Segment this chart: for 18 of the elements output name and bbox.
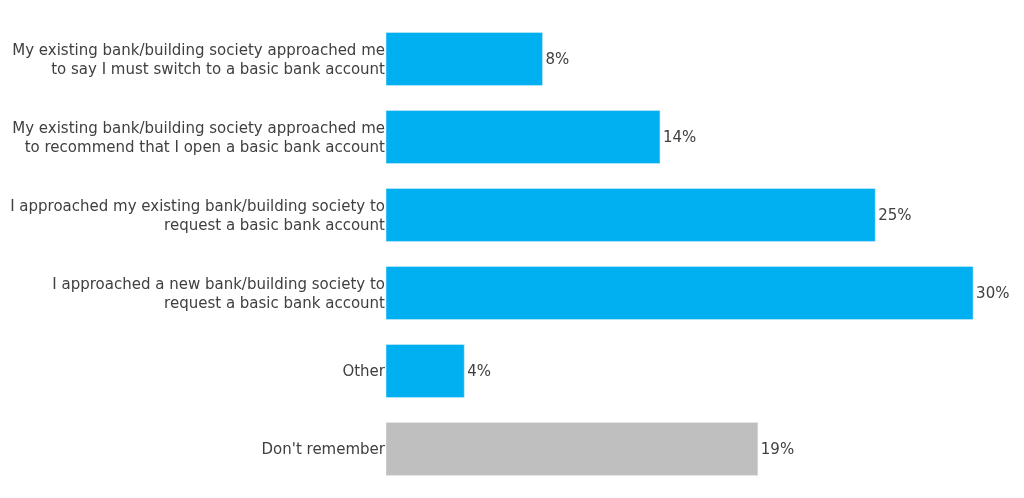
y-tick-label: I approached a new bank/building society to request a basic bank account: [52, 274, 386, 312]
data-label: 19%: [760, 440, 795, 458]
data-label: 8%: [545, 50, 570, 68]
bar: [386, 422, 759, 476]
y-tick-label: My existing bank/building society approached me to recommend that I open a basic bank account: [12, 118, 386, 156]
y-tick-label: Other: [342, 362, 386, 381]
bar: [386, 110, 661, 164]
data-label: 4%: [467, 362, 492, 380]
bar: [386, 266, 974, 320]
y-tick-label: I approached my existing bank/building society to request a basic bank account: [10, 196, 386, 234]
bar: [386, 344, 465, 398]
data-label: 25%: [878, 206, 912, 224]
bar: [386, 32, 543, 86]
data-label: 30%: [976, 284, 1010, 302]
y-tick-label: Don't remember: [261, 440, 386, 459]
bar: [386, 188, 876, 242]
y-tick-label: My existing bank/building society approached me to say I must switch to a basic bank account: [12, 40, 386, 78]
data-label: 14%: [662, 128, 697, 146]
